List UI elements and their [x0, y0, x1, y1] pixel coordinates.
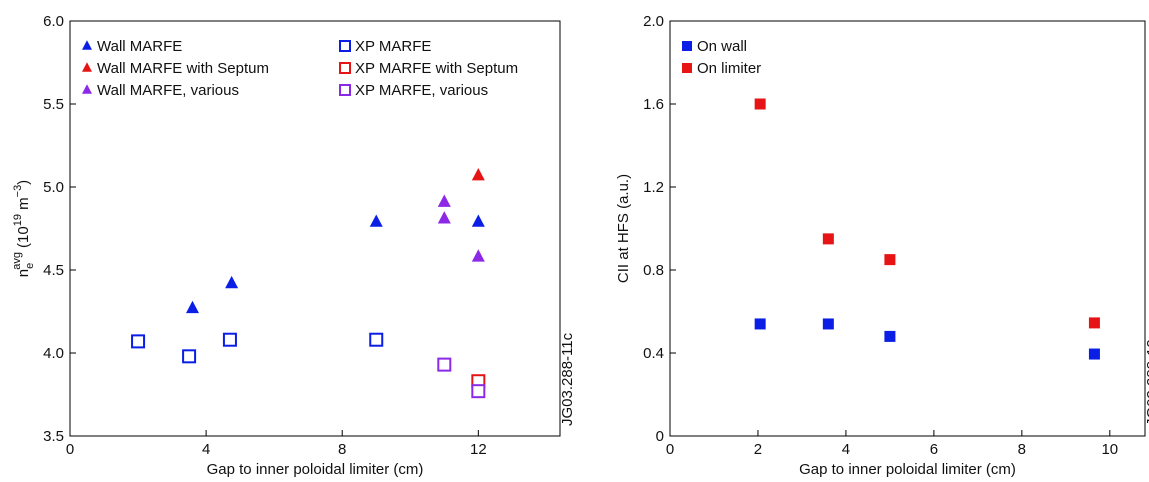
legend-label: Wall MARFE with Septum: [97, 60, 269, 77]
y-axis-label-part: m: [15, 197, 32, 214]
marker: [131, 334, 146, 349]
marker: [471, 167, 485, 181]
y-tick-label: 0: [656, 428, 664, 445]
marker: [754, 318, 766, 330]
x-tick-label: 0: [66, 441, 74, 458]
marker: [884, 330, 896, 342]
legend-label: On limiter: [697, 60, 761, 77]
y-tick-label: 1.2: [643, 179, 664, 196]
x-tick-label: 8: [1018, 441, 1026, 458]
marker: [822, 233, 834, 245]
x-tick-label: 2: [754, 441, 762, 458]
marker: [369, 214, 383, 227]
legend-label: XP MARFE with Septum: [355, 60, 518, 77]
chart: 0 4 8 12 3.5 4.0 4.5 5.0 5.5 6.0 Gap to inner polo…: [11, 13, 576, 478]
marker: [754, 98, 766, 110]
y-tick-label: 4.0: [43, 345, 64, 362]
x-tick-label: 4: [842, 441, 850, 458]
chart: 0 2 4 6 8 10 0 0.4 0.8 1.2 1.6 2.0 Gap to inner polo…: [615, 13, 1149, 478]
legend-marker: [339, 62, 351, 74]
marker: [471, 249, 485, 262]
legend-marker: [82, 40, 92, 50]
y-axis-label-part: ): [15, 180, 32, 185]
y-axis-label-part: n: [15, 269, 32, 277]
marker: [186, 300, 199, 314]
x-axis-label: Gap to inner poloidal limiter (cm): [207, 461, 424, 478]
marker: [182, 349, 197, 364]
legend-label: Wall MARFE, various: [97, 82, 239, 99]
marker: [1088, 317, 1100, 329]
x-tick-label: 12: [470, 441, 487, 458]
legend-label: On wall: [697, 38, 747, 55]
y-tick-label: 5.5: [43, 96, 64, 113]
marker: [822, 318, 834, 330]
x-tick-label: 6: [930, 441, 938, 458]
x-tick-label: 0: [666, 441, 674, 458]
marker: [471, 214, 485, 227]
plot-frame: [69, 20, 561, 437]
x-tick-label: 10: [1101, 441, 1118, 458]
y-tick-label: 3.5: [43, 428, 64, 445]
y-axis-label-part: avg: [11, 252, 23, 270]
x-tick-label: 4: [202, 441, 210, 458]
marker: [437, 357, 452, 372]
y-axis-label-part: 19: [12, 214, 24, 226]
y-tick-label: 5.0: [43, 179, 64, 196]
marker: [225, 275, 239, 289]
legend-label: XP MARFE, various: [355, 82, 488, 99]
marker: [222, 332, 237, 347]
y-tick-label: 2.0: [643, 13, 664, 30]
marker: [437, 194, 451, 207]
legend-marker: [82, 62, 92, 72]
y-axis-label: CII at HFS (a.u.): [615, 174, 632, 283]
y-axis-label: neavg (1019 m−3): [11, 180, 36, 277]
side-label: JG03.288-11c: [559, 332, 576, 426]
marker: [369, 332, 384, 347]
marker: [471, 384, 486, 399]
side-label: JG03.288-12c: [1144, 331, 1149, 426]
x-axis-label: Gap to inner poloidal limiter (cm): [799, 461, 1016, 478]
y-axis-label-part: −3: [12, 185, 24, 198]
legend-marker: [339, 40, 351, 52]
y-axis-label-part: e: [24, 263, 36, 269]
x-tick-label: 8: [338, 441, 346, 458]
y-tick-label: 0.8: [643, 262, 664, 279]
marker: [437, 211, 451, 224]
legend-marker: [339, 84, 351, 96]
legend-marker: [82, 84, 92, 94]
legend-marker: [682, 41, 692, 51]
y-tick-label: 4.5: [43, 262, 64, 279]
legend-marker: [682, 63, 692, 73]
plot-frame: [669, 20, 1146, 437]
y-tick-label: 6.0: [43, 13, 64, 30]
legend-label: Wall MARFE: [97, 38, 182, 55]
marker: [884, 254, 896, 266]
y-axis-label-part: (10: [15, 226, 32, 248]
legend-label: XP MARFE: [355, 38, 431, 55]
y-tick-label: 1.6: [643, 96, 664, 113]
marker: [1088, 348, 1100, 360]
y-tick-label: 0.4: [643, 345, 664, 362]
